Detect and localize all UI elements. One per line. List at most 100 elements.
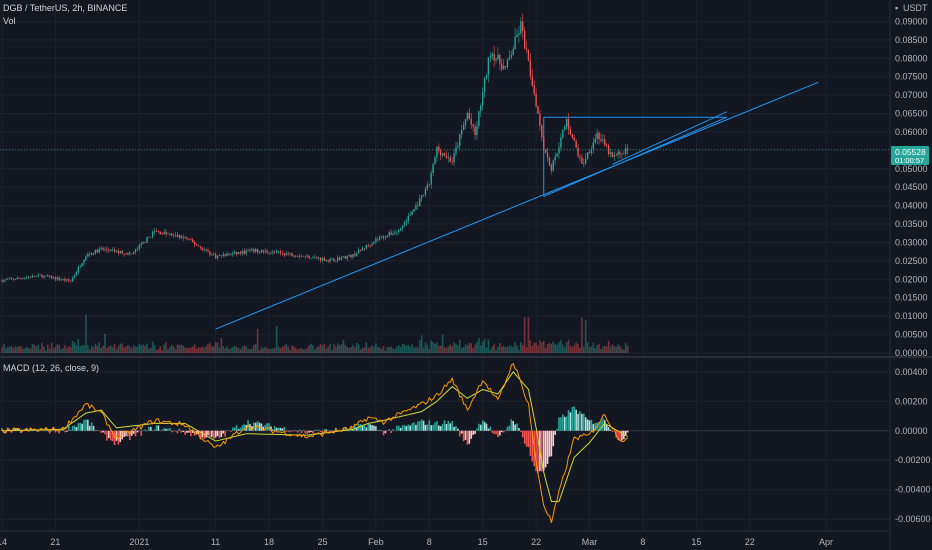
volume-bar bbox=[504, 346, 507, 353]
volume-bar bbox=[130, 347, 133, 353]
macd-histogram-bar bbox=[375, 426, 377, 431]
candle-body bbox=[384, 237, 387, 239]
macd-histogram-bar bbox=[184, 430, 186, 435]
volume-bar bbox=[315, 347, 318, 353]
macd-histogram-bar bbox=[523, 430, 526, 444]
macd-histogram-bar bbox=[71, 426, 74, 431]
volume-bar bbox=[445, 347, 448, 353]
candle-body bbox=[474, 126, 476, 136]
volume-bar bbox=[224, 348, 226, 353]
volume-bar bbox=[394, 349, 396, 353]
candle-body bbox=[522, 21, 524, 31]
candle-body bbox=[510, 54, 513, 57]
candle-body bbox=[617, 151, 619, 156]
volume-bar bbox=[8, 346, 11, 353]
macd-histogram-bar bbox=[289, 430, 291, 433]
macd-histogram-bar bbox=[264, 424, 267, 431]
macd-histogram-bar bbox=[323, 429, 326, 431]
macd-histogram-bar bbox=[188, 430, 190, 433]
macd-histogram-bar bbox=[457, 428, 459, 431]
candle-body bbox=[161, 234, 163, 235]
candle-body bbox=[415, 205, 417, 210]
macd-histogram-bar bbox=[602, 418, 604, 431]
volume-indicator-label[interactable]: Vol bbox=[3, 16, 16, 26]
time-axis[interactable]: 14 21 2021 11 18 25 Feb 8 15 22 Mar 8 15 22 Apr bbox=[0, 537, 833, 547]
candle-body bbox=[281, 252, 284, 254]
candle-body bbox=[327, 259, 329, 262]
macd-histogram-bar bbox=[563, 416, 566, 431]
volume-bar bbox=[279, 347, 282, 353]
volume-bar bbox=[399, 346, 402, 353]
volume-bar bbox=[33, 344, 36, 353]
macd-histogram-bar bbox=[25, 428, 28, 431]
volume-bar bbox=[10, 346, 13, 353]
candle-body bbox=[66, 279, 68, 281]
candle-body bbox=[596, 132, 598, 140]
volume-bar bbox=[64, 345, 66, 353]
macd-histogram-bar bbox=[417, 421, 419, 431]
price-candles[interactable] bbox=[1, 13, 629, 284]
macd-axis[interactable]: 0.00400 0.00200 0.00000 -0.00200 -0.00400 -0.… bbox=[895, 367, 931, 524]
macd-histogram-bar bbox=[468, 430, 471, 444]
volume-bar bbox=[182, 345, 185, 353]
macd-histogram-bar bbox=[590, 419, 593, 431]
candle-body bbox=[37, 274, 39, 276]
volume-bar bbox=[132, 345, 135, 353]
currency-lock-icon[interactable]: ▪ bbox=[895, 3, 898, 13]
volume-bar bbox=[151, 341, 154, 353]
candle-body bbox=[579, 155, 581, 158]
candle-body bbox=[232, 253, 234, 255]
volume-bar bbox=[58, 345, 61, 353]
volume-bar bbox=[289, 349, 291, 353]
candle-body bbox=[449, 157, 451, 162]
macd-histogram-bar bbox=[306, 430, 308, 434]
macd-histogram-bar bbox=[90, 422, 93, 431]
candle-body bbox=[342, 256, 345, 258]
trendlines[interactable] bbox=[215, 81, 819, 330]
candle-body bbox=[224, 254, 226, 256]
candle-body bbox=[329, 258, 331, 262]
volume-bar bbox=[575, 342, 577, 353]
macd-histogram-bar bbox=[405, 425, 408, 431]
macd-indicator-label[interactable]: MACD (12, 26, close, 9) bbox=[3, 363, 99, 373]
volume-bar bbox=[390, 346, 392, 353]
macd-histogram-bar bbox=[436, 421, 438, 431]
macd-histogram-bar bbox=[355, 427, 358, 431]
macd-histogram-bar bbox=[165, 428, 167, 431]
candle-body bbox=[312, 257, 314, 259]
volume-bar bbox=[354, 347, 356, 353]
price-tick-label: 0.09000 bbox=[895, 16, 928, 26]
volume-bar bbox=[418, 340, 421, 353]
candle-body bbox=[260, 250, 263, 253]
volume-bar bbox=[14, 346, 17, 353]
volume-bar bbox=[228, 349, 230, 353]
candle-body bbox=[344, 256, 347, 259]
macd-histogram-bar bbox=[136, 430, 139, 433]
macd-histogram-bar bbox=[363, 424, 366, 431]
volume-bar bbox=[266, 348, 268, 353]
volume-bar bbox=[281, 346, 284, 353]
macd-histogram-bar bbox=[527, 430, 530, 448]
macd-pane[interactable] bbox=[0, 362, 890, 523]
macd-histogram-bar bbox=[472, 430, 474, 435]
candle-body bbox=[573, 137, 575, 141]
candle-body bbox=[190, 239, 192, 240]
macd-histogram-bar bbox=[396, 425, 398, 431]
macd-histogram-bar bbox=[600, 421, 602, 431]
price-tick-label: 0.02000 bbox=[895, 274, 928, 284]
volume-bar bbox=[108, 346, 110, 353]
symbol-title[interactable]: DGB / TetherUS, 2h, BINANCE bbox=[3, 3, 127, 13]
candle-body bbox=[14, 279, 17, 280]
candle-body bbox=[354, 253, 356, 256]
macd-histogram-bar bbox=[554, 430, 556, 435]
macd-histogram-bar bbox=[102, 430, 104, 433]
macd-histogram-bar bbox=[302, 430, 305, 431]
candle-body bbox=[481, 91, 484, 106]
candle-body bbox=[337, 257, 339, 261]
volume-bar bbox=[384, 350, 387, 353]
candle-body bbox=[619, 151, 621, 155]
macd-histogram-bar bbox=[12, 427, 15, 431]
candle-body bbox=[317, 257, 320, 259]
candle-body bbox=[142, 241, 144, 244]
